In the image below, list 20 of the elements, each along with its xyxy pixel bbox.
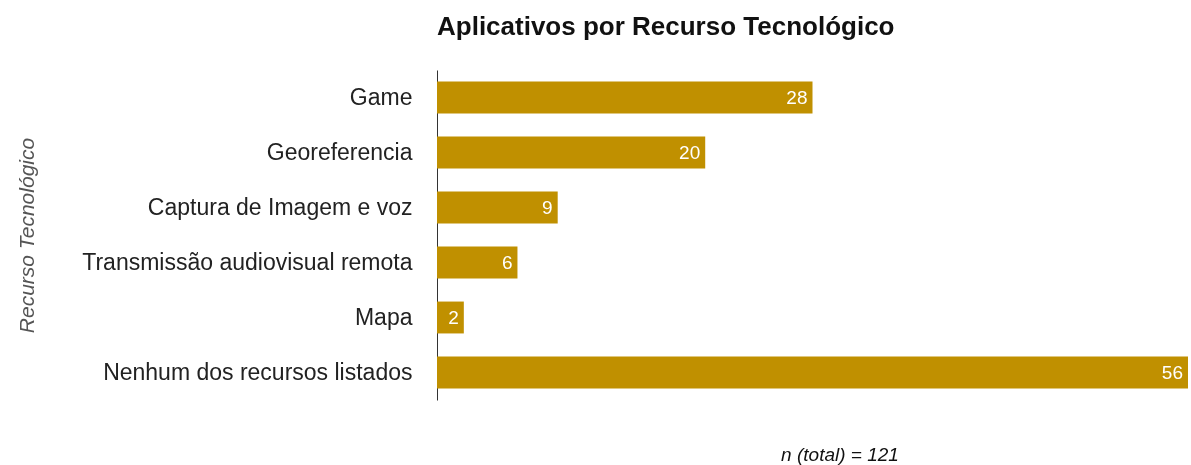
bar — [437, 356, 1188, 389]
data-label: 2 — [448, 306, 459, 328]
y-tick-label: Mapa — [354, 303, 413, 330]
y-tick-label: Game — [349, 83, 413, 110]
bar — [437, 246, 518, 279]
y-axis-title: Recurso Tecnológico — [14, 137, 38, 334]
y-tick-label: Georeferencia — [266, 138, 413, 165]
y-tick-label: Transmissão audiovisual remota — [82, 248, 413, 275]
chart-title: Aplicativos por Recurso Tecnológico — [437, 11, 895, 41]
text: n (total) = 121 — [781, 444, 899, 465]
bar — [437, 191, 558, 224]
y-tick-label: Nenhum dos recursos listados — [103, 358, 413, 385]
data-label: 28 — [786, 86, 808, 108]
data-label: 20 — [679, 141, 701, 163]
bar — [437, 81, 813, 114]
data-label: 6 — [501, 251, 513, 273]
bar — [437, 136, 706, 169]
data-label: 9 — [542, 196, 553, 218]
y-tick-label: Captura de Imagem e voz — [147, 193, 413, 220]
data-label: 56 — [1161, 361, 1183, 383]
